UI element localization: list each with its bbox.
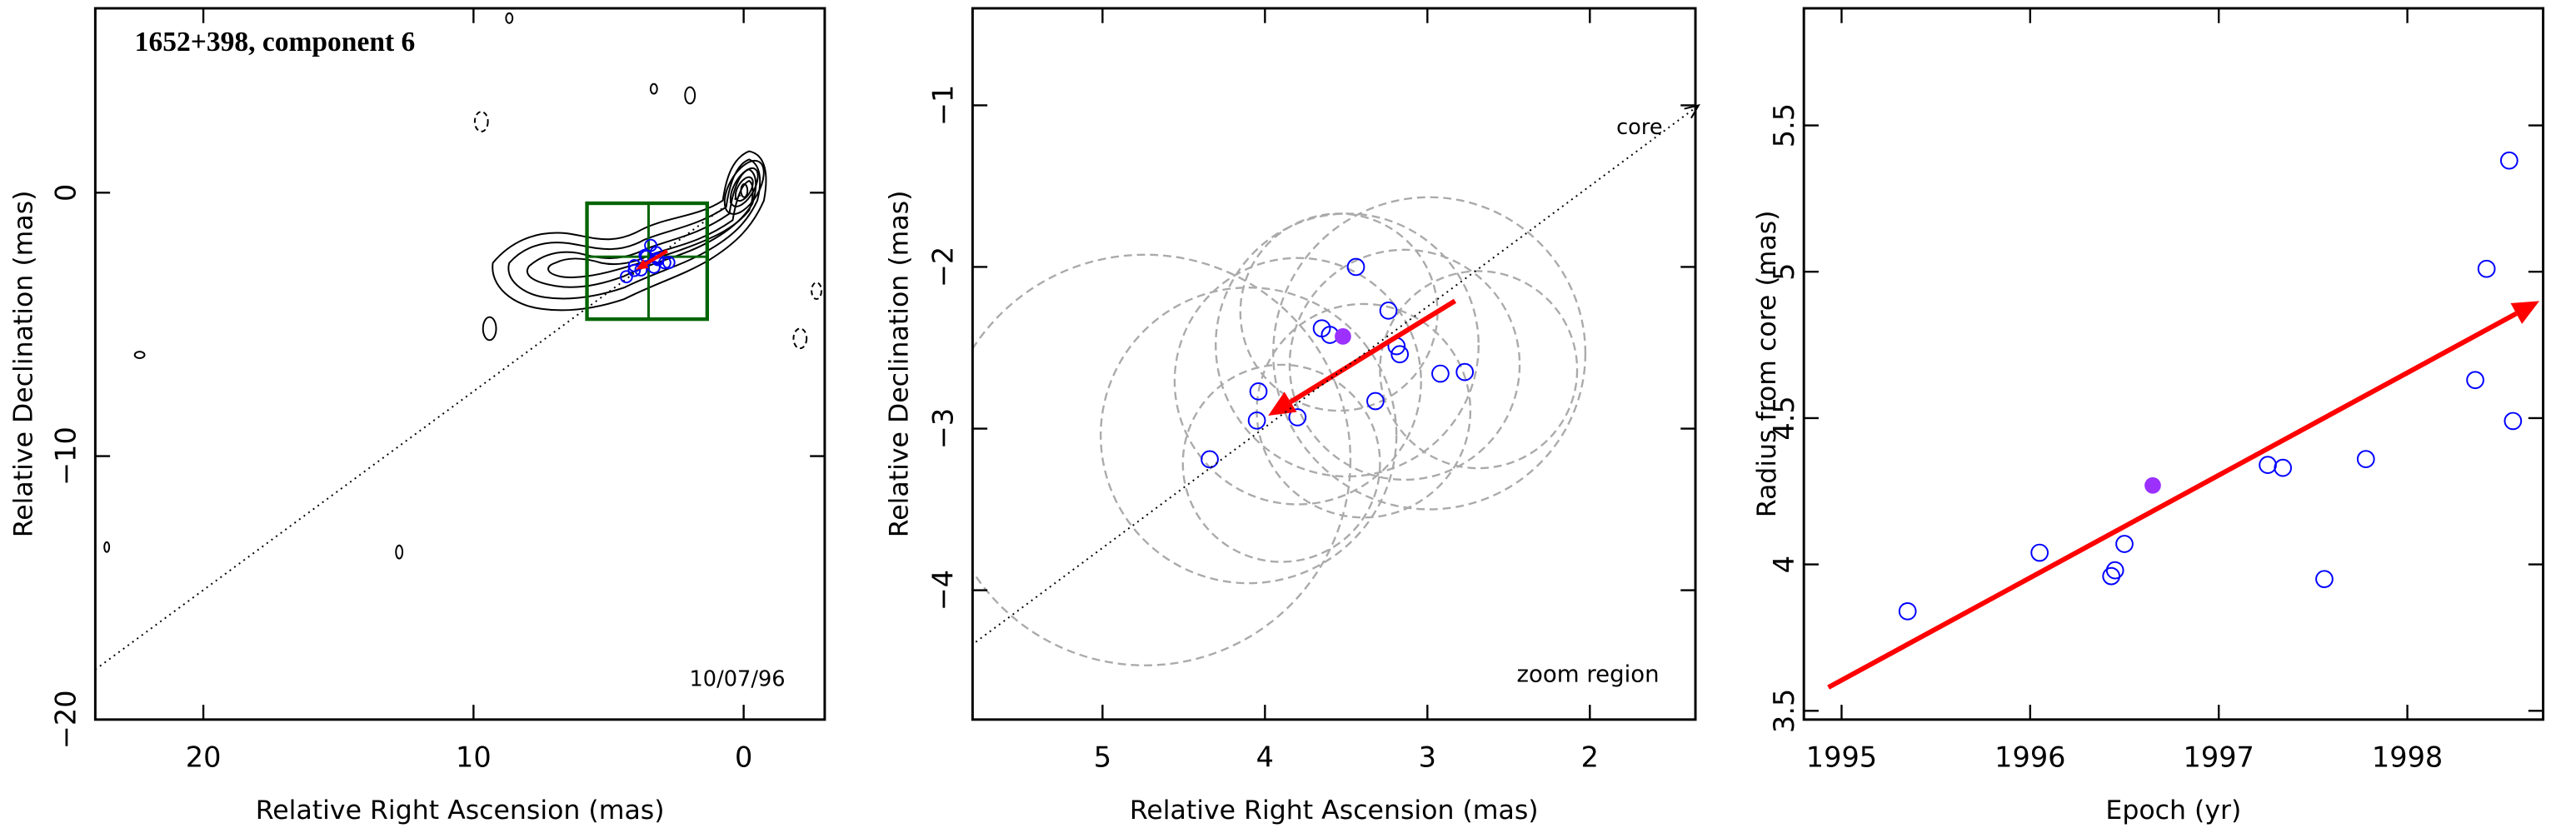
- zoom-box: [585, 201, 710, 322]
- y-axis-label: Relative Declination (mas): [9, 191, 39, 538]
- plot-frame: [93, 7, 826, 721]
- data-point: [658, 256, 671, 270]
- x-tick-label: 20: [186, 741, 222, 774]
- panel-title: 1652+398, component 6: [135, 27, 416, 57]
- x-tick-label: 4: [1256, 741, 1274, 774]
- zoom-annotation: zoom region: [1516, 661, 1659, 688]
- y-tick-label: −2: [926, 247, 959, 287]
- data-point: [2315, 570, 2334, 589]
- x-tick-label: 1995: [1806, 741, 1877, 774]
- y-tick-label: 4: [1768, 556, 1800, 573]
- data-point: [1898, 601, 1917, 621]
- motion-arrow: [645, 249, 668, 266]
- data-point: [2030, 543, 2049, 562]
- data-point: [2115, 535, 2134, 553]
- plot-area: [1827, 151, 2540, 690]
- data-point: [647, 260, 661, 274]
- x-tick-label: 2: [1581, 741, 1599, 774]
- data-point: [2102, 566, 2121, 586]
- y-tick-label: −20: [49, 690, 82, 749]
- arrow-head: [1268, 392, 1297, 416]
- y-tick-label: −4: [926, 570, 959, 611]
- arrow-head: [636, 259, 649, 270]
- x-tick-label: 10: [456, 741, 492, 774]
- component-sizes: [972, 196, 1587, 666]
- x-tick-label: 1997: [2184, 741, 2254, 774]
- highlight-point: [1335, 328, 1351, 345]
- motion-arrow: [1289, 298, 1457, 404]
- data-point: [2499, 151, 2519, 170]
- highlight-point: [2144, 476, 2161, 494]
- y-tick-label: −3: [926, 408, 959, 449]
- y-tick-label: 5.5: [1768, 103, 1800, 147]
- x-tick-label: 0: [735, 741, 752, 774]
- data-point: [1390, 345, 1410, 364]
- y-tick-label: 0: [49, 184, 82, 202]
- data-point: [1346, 257, 1365, 277]
- plot-frame: [971, 7, 1697, 721]
- y-tick-label: 4.5: [1768, 396, 1800, 440]
- data-point: [2259, 456, 2277, 474]
- y-axis-label: Relative Declination (mas): [885, 191, 915, 538]
- y-tick-label: −10: [49, 426, 82, 486]
- data-point: [1379, 302, 1398, 320]
- data-point: [620, 270, 633, 284]
- epoch-annotation: 10/07/96: [689, 666, 785, 691]
- data-point: [2466, 371, 2484, 390]
- x-tick-label: 1996: [1994, 741, 2065, 774]
- motion-arrow: [1827, 311, 2518, 690]
- arrow-head: [2510, 301, 2540, 324]
- data-point: [2356, 450, 2375, 468]
- data-point: [1249, 382, 1268, 401]
- y-tick-label: 3.5: [1768, 689, 1800, 733]
- plot-area: [1201, 257, 1475, 469]
- y-axis-label: Radius from core (mas): [1752, 211, 1782, 518]
- plot-area: [95, 192, 745, 671]
- data-point: [2477, 259, 2496, 278]
- data-point: [1431, 364, 1450, 383]
- x-tick-label: 1998: [2372, 741, 2443, 774]
- data-point: [1247, 411, 1266, 430]
- data-point: [2274, 458, 2293, 477]
- data-point: [661, 256, 676, 270]
- plot-frame: [1802, 7, 2545, 721]
- core-label: core: [1616, 115, 1663, 140]
- data-point: [1288, 408, 1307, 426]
- x-tick-label: 3: [1419, 741, 1436, 774]
- x-axis-label: Relative Right Ascension (mas): [256, 796, 665, 826]
- core-arrow-head: [1684, 103, 1700, 119]
- panel: 1995 1996 1997 1998 3.5 4 4.5 5 5.5 Epoch (yr) Rad…: [1752, 7, 2545, 826]
- data-point: [1201, 450, 1219, 469]
- x-tick-label: 5: [1094, 741, 1111, 774]
- data-point: [1455, 362, 1475, 382]
- y-tick-label: −1: [926, 85, 959, 126]
- contours: [103, 12, 822, 560]
- data-point: [2504, 412, 2523, 431]
- data-point: [627, 263, 642, 277]
- data-point: [2105, 561, 2124, 580]
- data-point: [1366, 392, 1385, 411]
- panel: 20 10 0 0 −10 −20 Relative Right Ascension (ma…: [9, 7, 826, 826]
- x-axis-label: Relative Right Ascension (mas): [1130, 796, 1539, 826]
- y-tick-label: 5: [1768, 263, 1800, 281]
- panel: 5 4 3 2 −1 −2 −3 −4 Relative Right Ascension (ma…: [885, 7, 1700, 826]
- x-axis-label: Epoch (yr): [2105, 796, 2241, 826]
- core-direction-line: [975, 104, 1700, 643]
